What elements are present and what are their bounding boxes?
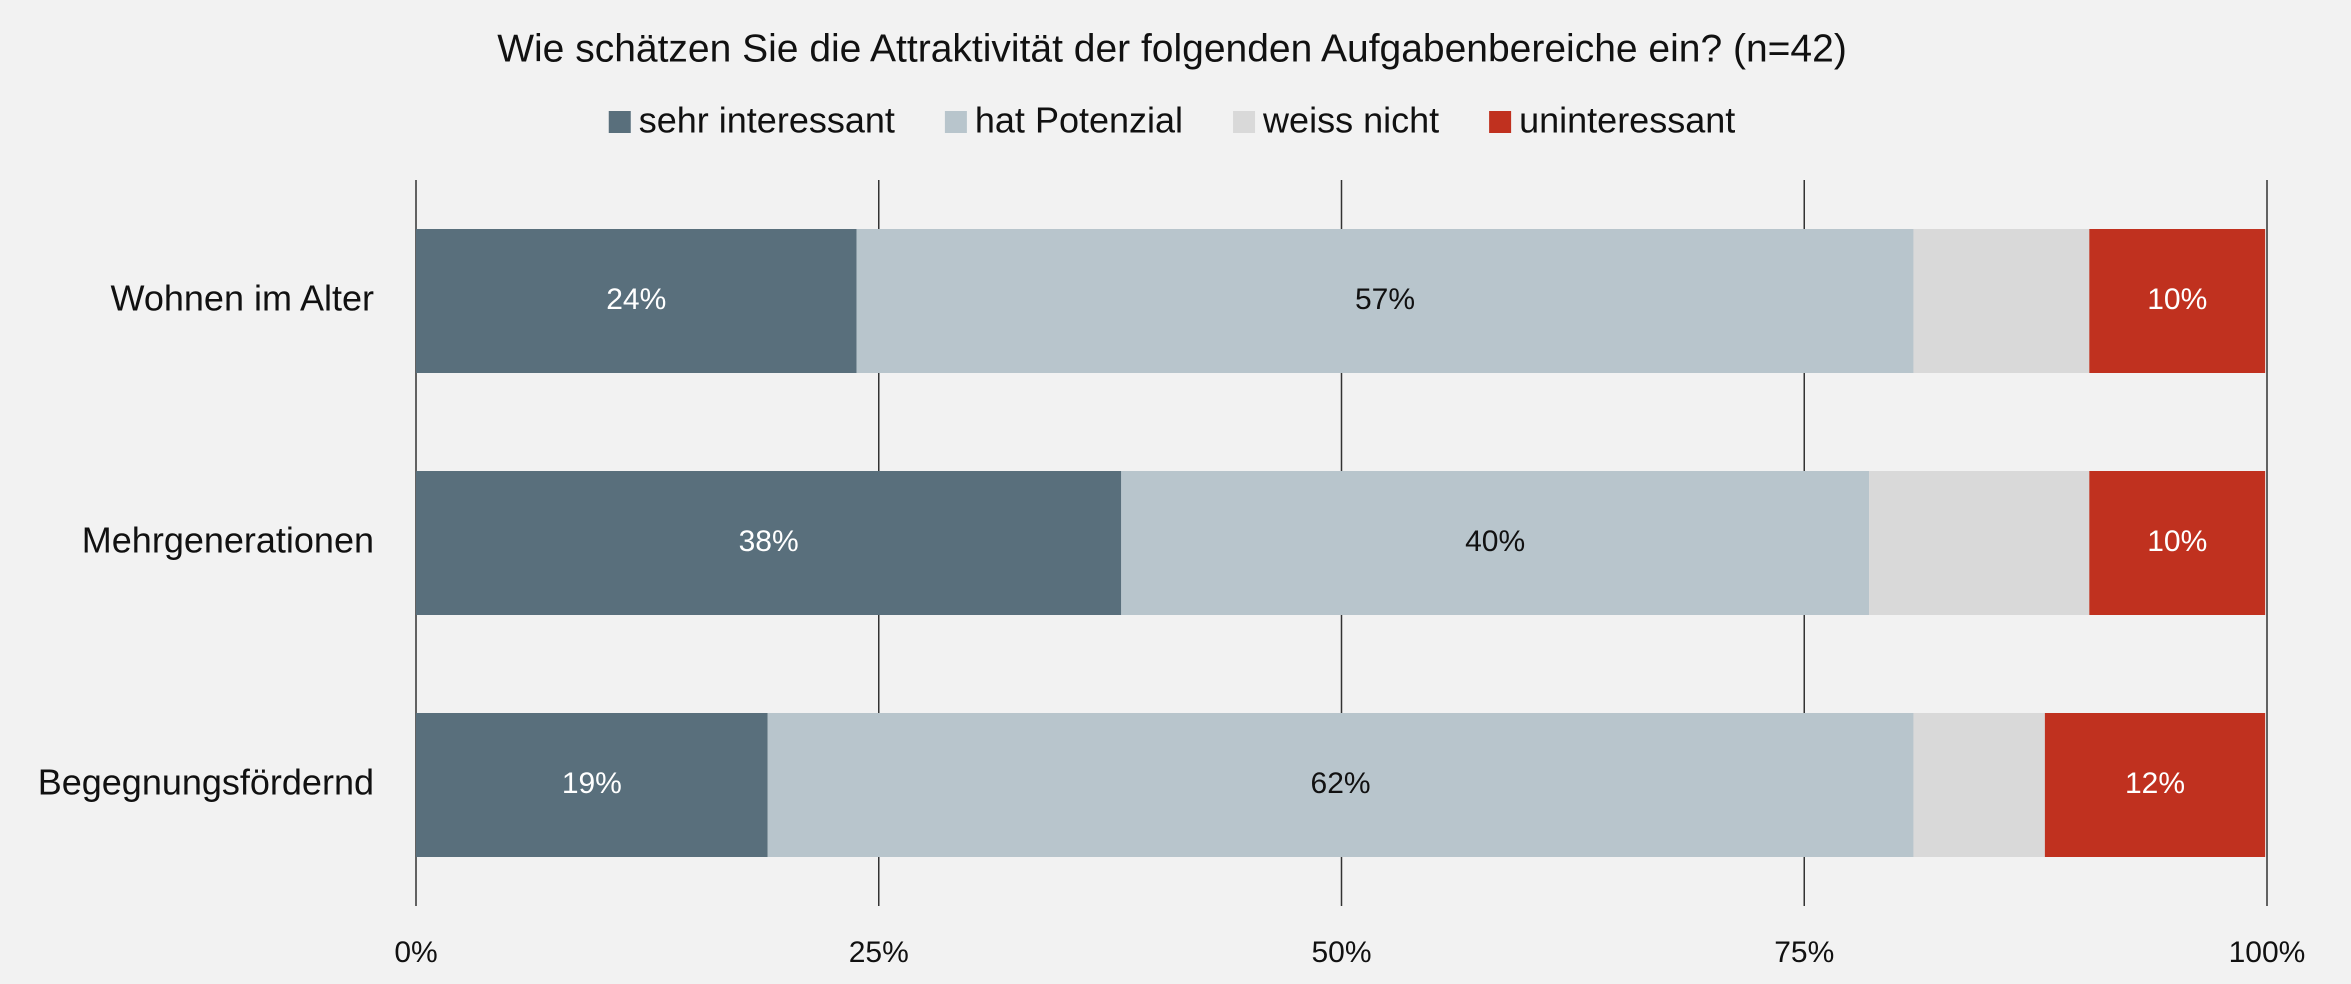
bar-segment [2044, 713, 2266, 857]
legend-label: hat Potenzial [975, 100, 1183, 141]
bar-segment [856, 229, 1914, 373]
legend-label: uninteressant [1519, 100, 1735, 141]
data-label: 19% [562, 767, 622, 800]
bar-segment [416, 229, 857, 373]
data-label: 62% [1311, 767, 1371, 800]
legend-label: weiss nicht [1262, 100, 1439, 141]
data-label: 40% [1465, 525, 1525, 558]
data-label: 10% [2147, 525, 2207, 558]
x-tick-label: 50% [1311, 936, 1371, 969]
data-label: 12% [2125, 767, 2185, 800]
data-label: 24% [606, 283, 666, 316]
bar-segment [767, 713, 1914, 857]
legend-swatch [608, 111, 631, 133]
legend-swatch [1233, 111, 1256, 133]
bar-segment [2089, 471, 2266, 615]
bar-segment [416, 713, 768, 857]
legend-swatch [944, 111, 967, 133]
x-tick-label: 0% [394, 936, 437, 969]
bar-segment [1121, 471, 1870, 615]
bar-segment [2089, 229, 2266, 373]
bar-segment [1913, 229, 2090, 373]
x-tick-label: 25% [849, 936, 909, 969]
bar-segment [1913, 713, 2045, 857]
bar-segment [1869, 471, 2090, 615]
chart-title: Wie schätzen Sie die Attraktivität der f… [497, 27, 1847, 70]
bar-segment [416, 471, 1122, 615]
data-label: 57% [1355, 283, 1415, 316]
x-tick-label: 75% [1774, 936, 1834, 969]
legend-label: sehr interessant [639, 100, 895, 141]
y-tick-label: Begegnungsfördernd [38, 762, 374, 803]
y-tick-label: Wohnen im Alter [111, 278, 374, 319]
legend-swatch [1489, 111, 1512, 133]
data-label: 10% [2147, 283, 2207, 316]
data-label: 38% [739, 525, 799, 558]
legend: sehr interessant hat Potenzial weiss nicht… [608, 100, 1735, 141]
x-tick-label: 100% [2229, 936, 2306, 969]
y-tick-label: Mehrgenerationen [82, 520, 374, 561]
